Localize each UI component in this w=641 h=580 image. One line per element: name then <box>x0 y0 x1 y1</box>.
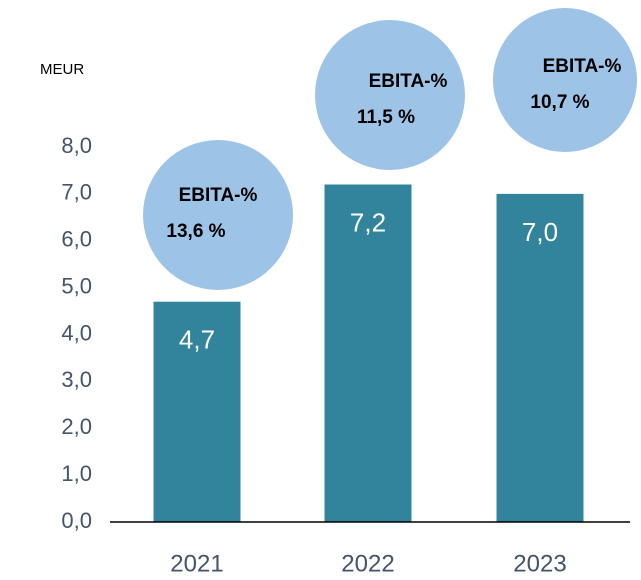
value-label: 4,7 <box>179 325 215 355</box>
annotation-text: 10,7 % <box>530 92 589 113</box>
bar <box>153 301 241 522</box>
annotation-text: 13,6 % <box>166 221 225 242</box>
bar <box>324 184 412 522</box>
annotation-bubble <box>143 140 293 290</box>
y-tick-label: 4,0 <box>61 320 92 345</box>
y-tick-label: 3,0 <box>61 367 92 392</box>
y-tick-label: 1,0 <box>61 461 92 486</box>
annotation-bubble <box>493 8 637 152</box>
x-tick-label: 2023 <box>513 550 566 577</box>
value-label: 7,0 <box>522 217 558 247</box>
annotation-title: EBITA-% <box>179 185 258 206</box>
x-tick-label: 2021 <box>170 550 223 577</box>
y-tick-label: 0,0 <box>61 508 92 533</box>
unit-label: MEUR <box>40 61 84 78</box>
annotation-title: EBITA-% <box>543 56 622 77</box>
y-tick-label: 7,0 <box>61 180 92 205</box>
annotation-text: 11,5 % <box>357 107 415 128</box>
bar <box>496 193 584 522</box>
value-label: 7,2 <box>350 207 386 237</box>
y-tick-label: 5,0 <box>61 273 92 298</box>
y-tick-label: 8,0 <box>61 133 92 158</box>
x-tick-label: 2022 <box>341 550 394 577</box>
y-tick-label: 2,0 <box>61 414 92 439</box>
annotation-bubble <box>315 20 465 170</box>
annotation-title: EBITA-% <box>369 71 448 92</box>
y-tick-label: 6,0 <box>61 227 92 252</box>
